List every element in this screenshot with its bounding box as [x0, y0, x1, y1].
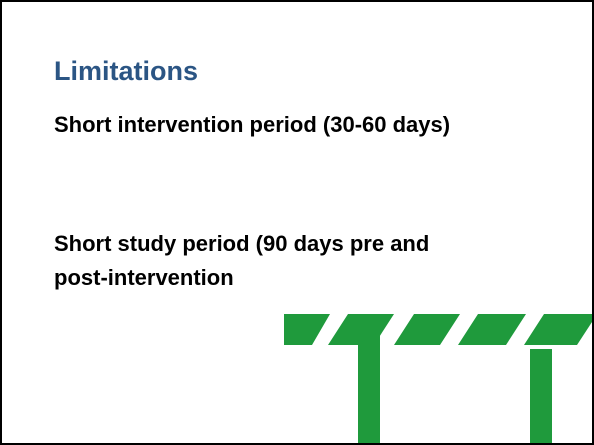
post	[358, 330, 380, 443]
stripe	[284, 314, 330, 345]
barrier-graphic	[2, 2, 592, 443]
slide: Limitations Short intervention period (3…	[0, 0, 594, 445]
stripe	[394, 314, 460, 345]
stripe	[458, 314, 526, 345]
stripe	[328, 314, 394, 345]
stripe	[524, 314, 592, 345]
post	[530, 349, 552, 443]
